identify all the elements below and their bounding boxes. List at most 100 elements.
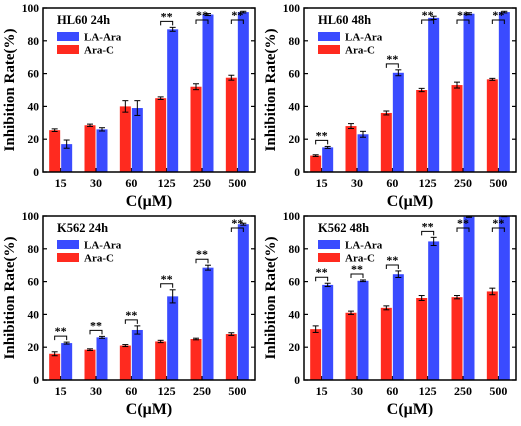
significance-label: ** — [196, 247, 208, 261]
chart-title: K562 24h — [57, 221, 108, 235]
x-tick-label: 250 — [454, 176, 472, 190]
y-tick-label: 60 — [28, 277, 40, 289]
bar — [322, 284, 334, 380]
y-tick-label: 100 — [283, 3, 301, 15]
significance-label: ** — [161, 272, 173, 286]
legend-swatch-la-ara — [57, 32, 79, 41]
significance-label: ** — [457, 216, 469, 230]
x-axis-label: C(μM) — [126, 401, 172, 418]
significance-label: ** — [386, 253, 398, 267]
x-tick-label: 15 — [55, 384, 67, 398]
significance-bracket — [54, 335, 68, 341]
y-tick-label: 60 — [289, 69, 301, 81]
bar — [96, 129, 108, 172]
y-tick-label: 80 — [289, 244, 301, 256]
chart-panel: 0 20 40 60 80 100 15 30 60 125 250 500 ** ** ** ** ** HL6… — [263, 3, 517, 210]
bar — [428, 241, 440, 380]
x-tick-label: 500 — [228, 384, 246, 398]
legend-label: LA-Ara — [345, 32, 383, 44]
plot-frame — [42, 7, 256, 173]
bar — [380, 112, 392, 172]
y-tick-label: 40 — [289, 309, 301, 321]
bar — [237, 224, 249, 380]
bar — [190, 339, 202, 380]
significance-bracket — [160, 283, 174, 288]
bar — [190, 86, 202, 172]
bar — [451, 297, 463, 380]
x-tick-label: 125 — [419, 384, 437, 398]
bar — [345, 126, 357, 172]
y-tick-label: 20 — [28, 342, 40, 354]
significance-bracket — [89, 329, 103, 335]
y-tick-label: 80 — [289, 36, 301, 48]
bar — [380, 307, 392, 380]
bar — [310, 155, 322, 172]
legend-swatch-la-ara — [318, 240, 340, 249]
significance-label: ** — [316, 265, 328, 279]
y-tick-label: 60 — [28, 69, 40, 81]
y-tick-label: 100 — [22, 211, 40, 223]
significance-label: ** — [351, 262, 363, 276]
bar — [61, 144, 73, 172]
y-tick-label: 0 — [294, 375, 300, 387]
significance-label: ** — [125, 308, 137, 322]
significance-label: ** — [386, 52, 398, 66]
bar — [155, 341, 167, 380]
chart-panel: 0 20 40 60 80 100 15 30 60 125 250 500 ** ** ** HL60 24… — [2, 3, 256, 210]
y-axis-label: Inhibition Rate(%) — [263, 237, 279, 360]
chart-panel: 0 20 40 60 80 100 15 30 60 125 250 500 ** ** ** ** ** ** K… — [2, 211, 256, 418]
x-tick-label: 125 — [419, 176, 437, 190]
bar — [345, 312, 357, 380]
significance-bracket — [350, 273, 364, 278]
bar — [416, 90, 428, 172]
legend-swatch-ara-c — [57, 45, 79, 54]
x-axis-label: C(μM) — [126, 193, 172, 210]
significance-label: ** — [422, 219, 434, 233]
significance-bracket — [195, 19, 209, 24]
bar — [202, 267, 214, 380]
y-tick-label: 60 — [289, 277, 301, 289]
chart-title: HL60 48h — [318, 13, 371, 27]
y-tick-label: 20 — [28, 134, 40, 146]
x-tick-label: 250 — [193, 176, 211, 190]
y-tick-label: 100 — [22, 3, 40, 15]
y-tick-label: 80 — [28, 36, 40, 48]
x-tick-label: 500 — [228, 176, 246, 190]
y-tick-label: 0 — [33, 375, 39, 387]
y-tick-label: 20 — [289, 134, 301, 146]
legend-label: Ara-C — [345, 45, 375, 57]
x-tick-label: 60 — [386, 176, 398, 190]
bar — [498, 216, 510, 380]
bar — [498, 12, 510, 172]
y-tick-label: 40 — [28, 309, 40, 321]
legend-label: LA-Ara — [84, 32, 122, 44]
legend-label: Ara-C — [345, 253, 375, 265]
bar — [428, 17, 440, 173]
bar — [486, 79, 498, 172]
legend-swatch-ara-c — [318, 253, 340, 262]
y-axis-label: Inhibition Rate(%) — [2, 29, 18, 152]
chart-title: K562 48h — [318, 221, 369, 235]
significance-label: ** — [196, 8, 208, 22]
plot-frame — [303, 7, 517, 173]
bar — [61, 343, 73, 380]
significance-bracket — [491, 227, 505, 232]
significance-bracket — [315, 276, 329, 282]
plot-frame — [42, 215, 256, 381]
bar — [310, 329, 322, 380]
bar — [486, 291, 498, 380]
x-tick-label: 250 — [193, 384, 211, 398]
bar — [322, 147, 334, 172]
significance-bracket — [315, 139, 329, 145]
legend-swatch-ara-c — [57, 253, 79, 262]
significance-label: ** — [231, 216, 243, 230]
bar — [49, 130, 61, 172]
legend-swatch-la-ara — [57, 240, 79, 249]
y-tick-label: 0 — [294, 167, 300, 179]
significance-bracket — [421, 230, 435, 236]
bar — [131, 329, 143, 380]
legend-label: LA-Ara — [84, 240, 122, 252]
significance-label: ** — [422, 8, 434, 22]
significance-bracket — [385, 264, 399, 269]
